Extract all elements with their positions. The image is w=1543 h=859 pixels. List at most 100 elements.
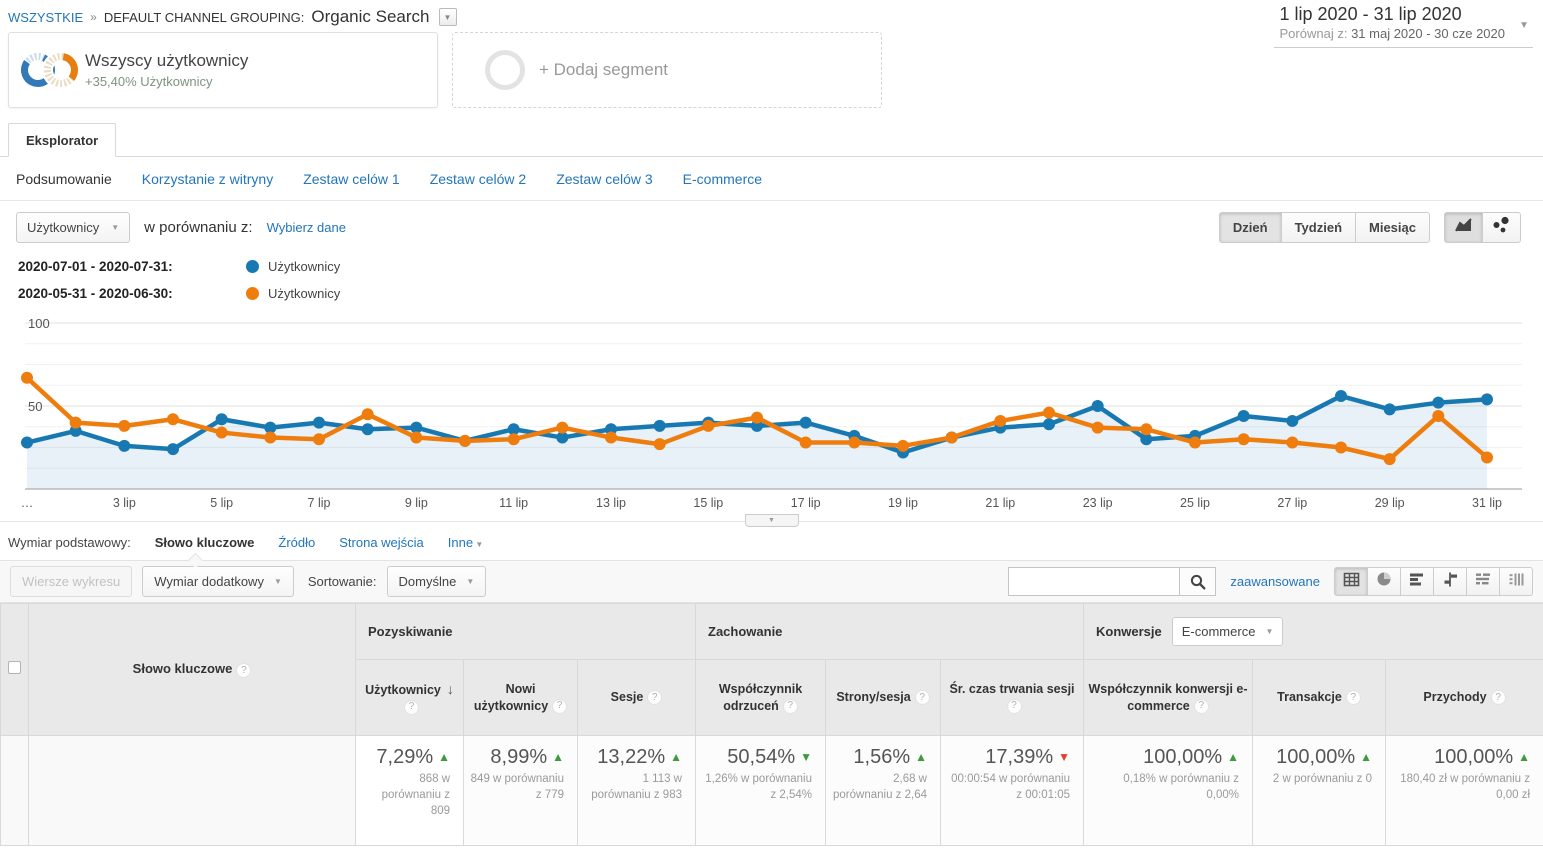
svg-text:13 lip: 13 lip	[596, 496, 626, 510]
segment-donut-icon	[21, 51, 80, 89]
granularity-miesi-c-button[interactable]: Miesiąc	[1355, 212, 1430, 243]
date-range-compare: Porównaj z: 31 maj 2020 - 30 cze 2020	[1280, 26, 1505, 41]
granularity-tydzie-button[interactable]: Tydzień	[1280, 212, 1357, 243]
breadcrumb-all-link[interactable]: WSZYSTKIE	[8, 9, 84, 25]
legend-dot	[246, 287, 259, 300]
help-icon[interactable]: ?	[782, 698, 798, 714]
select-data-link[interactable]: Wybierz dane	[266, 220, 346, 235]
column-label: Transakcje	[1277, 690, 1342, 705]
svg-text:15 lip: 15 lip	[693, 496, 723, 510]
help-icon[interactable]: ?	[647, 690, 663, 706]
line-chart-button[interactable]	[1444, 212, 1483, 243]
sub-tab-zestaw-cel-w-3[interactable]: Zestaw celów 3	[556, 171, 653, 187]
help-icon[interactable]: ?	[1345, 690, 1361, 706]
search-input[interactable]	[1008, 567, 1181, 596]
add-segment-card[interactable]: + Dodaj segment	[452, 32, 882, 108]
granularity-dzie-button[interactable]: Dzień	[1218, 212, 1282, 243]
dimension-inne[interactable]: Inne ▼	[447, 535, 484, 550]
search-icon	[1190, 574, 1206, 590]
dimension-strona-wej-cia[interactable]: Strona wejścia	[339, 535, 424, 550]
column-label: Współczynnik odrzuceń	[718, 681, 803, 713]
breadcrumb: WSZYSTKIE » DEFAULT CHANNEL GROUPING: Or…	[0, 0, 1543, 30]
segment-row: Wszyscy użytkownicy +35,40% Użytkownicy …	[0, 30, 1543, 108]
add-segment-label: + Dodaj segment	[539, 60, 668, 79]
totals-comparison: 180,40 zł w porównaniu z 0,00 zł	[1400, 773, 1531, 802]
timeseries-chart[interactable]: 50 100 … 3 lip 5 lip 7 lip 9 lip 11 lip 13 lip 15…	[0, 311, 1543, 516]
help-icon[interactable]: ?	[1193, 698, 1209, 714]
primary-dimension-label: Wymiar podstawowy:	[8, 535, 131, 550]
segment-title: Wszyscy użytkownicy	[85, 51, 249, 70]
arrow-up-icon: ▲	[670, 749, 682, 764]
column-header-przychody[interactable]: Przychody?	[1384, 659, 1543, 736]
percentage-view-button[interactable]	[1367, 567, 1401, 596]
motion-chart-button[interactable]	[1482, 212, 1521, 243]
column-header-r-czas-trwania-sesji[interactable]: Śr. czas trwania sesji?	[940, 659, 1084, 736]
breadcrumb-group-value: Organic Search	[311, 7, 430, 26]
advanced-link[interactable]: zaawansowane	[1230, 574, 1320, 589]
dimension-column-header[interactable]: Słowo kluczowe?	[28, 603, 356, 736]
column-header-nowi-u-ytkownicy[interactable]: Nowi użytkownicy?	[463, 659, 578, 736]
performance-view-button[interactable]	[1400, 567, 1434, 596]
motion-chart-icon	[1492, 216, 1512, 239]
date-range-picker[interactable]: 1 lip 2020 - 31 lip 2020 Porównaj z: 31 …	[1273, 4, 1533, 48]
term-cloud-view-button[interactable]	[1466, 567, 1500, 596]
svg-text:21 lip: 21 lip	[985, 496, 1015, 510]
compare-with-label: w porównaniu z:	[144, 219, 253, 236]
legend-label: Użytkownicy	[268, 286, 341, 301]
percent-value: 8,99%	[490, 746, 548, 768]
column-header-u-ytkownicy[interactable]: Użytkownicy ↓?	[355, 659, 464, 736]
group-label: Konwersje	[1096, 624, 1162, 639]
totals-comparison: 0,18% w porównaniu z 0,00%	[1123, 773, 1239, 802]
metric-select[interactable]: Użytkownicy ▼	[16, 212, 131, 243]
totals-cell-wsp-czynnik-konwersji-e-commerce: 100,00% ▲ 0,18% w porównaniu z 0,00%	[1083, 735, 1253, 846]
column-header-wsp-czynnik-odrzuce[interactable]: Współczynnik odrzuceń?	[695, 659, 826, 736]
column-header-sesje[interactable]: Sesje?	[577, 659, 696, 736]
totals-percent: 7,29% ▲	[362, 746, 450, 769]
dimension-s-owo-kluczowe[interactable]: Słowo kluczowe	[154, 535, 255, 550]
help-icon[interactable]: ?	[552, 698, 568, 714]
table-totals-row: 7,29% ▲ 868 w porównaniu z 809 8,99% ▲ 849 w …	[0, 735, 1543, 846]
column-header-strony-sesja[interactable]: Strony/sesja?	[825, 659, 941, 736]
conversions-type-dropdown[interactable]: E-commerce ▼	[1171, 617, 1284, 646]
svg-text:50: 50	[28, 399, 42, 414]
totals-cell-strony-sesja: 1,56% ▲ 2,68 w porównaniu z 2,64	[825, 735, 941, 846]
tab-eksplorator[interactable]: Eksplorator	[8, 123, 117, 157]
chart-legend: 2020-07-01 - 2020-07-31: Użytkownicy 2020-…	[0, 253, 1543, 307]
line-chart-icon	[1454, 217, 1474, 238]
column-header-wsp-czynnik-konwersji-e-commerce[interactable]: Współczynnik konwersji e-commerce?	[1083, 659, 1253, 736]
view-toggle-group	[1334, 567, 1533, 596]
select-all-checkbox[interactable]	[8, 660, 21, 674]
help-icon[interactable]: ?	[1490, 690, 1506, 706]
column-label: Przychody	[1423, 690, 1487, 705]
percent-value: 17,39%	[985, 746, 1054, 768]
dimension-r-d-o[interactable]: Źródło	[278, 535, 316, 550]
pivot-view-button[interactable]	[1499, 567, 1533, 596]
secondary-dimension-button[interactable]: Wymiar dodatkowy ▼	[142, 566, 294, 597]
svg-text:31 lip: 31 lip	[1472, 496, 1502, 510]
help-icon[interactable]: ?	[914, 690, 930, 706]
comparison-view-button[interactable]	[1433, 567, 1467, 596]
sub-tab-e-commerce[interactable]: E-commerce	[682, 171, 763, 187]
breadcrumb-dropdown-button[interactable]: ▼	[438, 8, 457, 26]
help-icon[interactable]: ?	[404, 699, 419, 715]
totals-percent: 1,56% ▲	[832, 746, 927, 769]
segment-card-all-users[interactable]: Wszyscy użytkownicy +35,40% Użytkownicy	[8, 32, 438, 108]
breadcrumb-separator: »	[90, 10, 97, 24]
help-icon[interactable]: ?	[236, 662, 252, 678]
sub-tab-podsumowanie[interactable]: Podsumowanie	[16, 171, 112, 187]
table-view-button[interactable]	[1334, 567, 1368, 596]
sort-type-button[interactable]: Domyślne ▼	[386, 566, 487, 597]
chart-rows-button[interactable]: Wiersze wykresu	[10, 566, 133, 597]
sub-tab-korzystanie-z-witryny[interactable]: Korzystanie z witryny	[141, 171, 274, 187]
svg-text:19 lip: 19 lip	[888, 496, 918, 510]
column-label: Strony/sesja	[836, 690, 911, 705]
compare-label: Porównaj z:	[1279, 26, 1348, 41]
percent-value: 50,54%	[727, 746, 796, 768]
search-button[interactable]	[1179, 567, 1217, 596]
column-header-transakcje[interactable]: Transakcje?	[1252, 659, 1386, 736]
svg-text:3 lip: 3 lip	[113, 496, 136, 510]
chart-collapse-handle[interactable]: ▼	[744, 514, 799, 527]
sub-tab-zestaw-cel-w-1[interactable]: Zestaw celów 1	[303, 171, 400, 187]
sub-tab-zestaw-cel-w-2[interactable]: Zestaw celów 2	[429, 171, 527, 187]
help-icon[interactable]: ?	[1006, 698, 1022, 714]
